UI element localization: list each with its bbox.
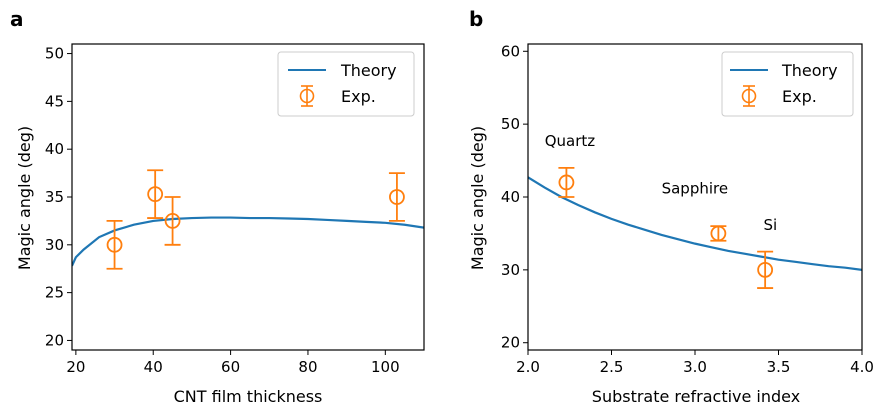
y-tick-label-a: 35 [45,188,64,206]
annotation-label-b: Quartz [545,132,596,150]
y-axis-label-b: Magic angle (deg) [468,126,487,270]
annotation-label-b: Sapphire [662,179,729,197]
panel-b: b Substrate refractive index Magic angle… [468,7,874,406]
y-tick-label-b: 40 [501,188,520,206]
data-point-b [710,225,727,242]
data-point-a [147,186,164,203]
legend-label-exp-b: Exp. [782,87,817,106]
y-tick-label-a: 20 [45,331,64,349]
y-tick-label-a: 30 [45,236,64,254]
y-tick-label-a: 25 [45,284,64,302]
x-axis-label-b: Substrate refractive index [592,387,800,406]
legend-marker-swatch-b [741,85,757,107]
x-tick-label-a: 20 [66,358,85,376]
theory-curve-a [72,216,424,267]
y-tick-label-a: 45 [45,92,64,110]
y-tick-label-b: 60 [501,42,520,60]
panel-letter-b: b [469,7,483,31]
x-tick-label-a: 40 [144,358,163,376]
x-tick-label-a: 100 [371,358,400,376]
data-point-b [757,261,774,278]
theory-curve-b [528,176,862,271]
legend-label-theory-a: Theory [340,61,397,80]
panel-letter-a: a [10,7,24,31]
data-point-a [389,189,405,205]
x-tick-label-b: 4.0 [850,358,874,376]
x-tick-label-b: 3.5 [767,358,791,376]
panel-a: a CNT film thickness Magic angle (deg) 2… [10,7,425,406]
legend-marker-swatch-a [299,85,315,107]
annotation-label-b: Si [763,216,777,234]
x-tick-label-a: 60 [221,358,240,376]
legend-label-theory-b: Theory [781,61,838,80]
x-tick-label-b: 2.5 [600,358,624,376]
data-point-a [164,213,181,229]
y-tick-label-b: 50 [501,115,520,133]
x-tick-label-b: 2.0 [516,358,540,376]
x-tick-label-a: 80 [298,358,317,376]
x-axis-label-a: CNT film thickness [174,387,323,406]
y-tick-label-b: 20 [501,334,520,352]
y-tick-label-a: 50 [45,45,64,63]
legend-a: Theory Exp. [277,51,415,117]
y-tick-label-b: 30 [501,261,520,279]
y-axis-label-a: Magic angle (deg) [15,126,34,270]
legend-label-exp-a: Exp. [341,87,376,106]
legend-b: Theory Exp. [721,51,854,117]
data-point-b [558,174,575,191]
x-tick-label-b: 3.0 [683,358,707,376]
data-point-a [106,236,123,253]
y-tick-label-a: 40 [45,140,64,158]
